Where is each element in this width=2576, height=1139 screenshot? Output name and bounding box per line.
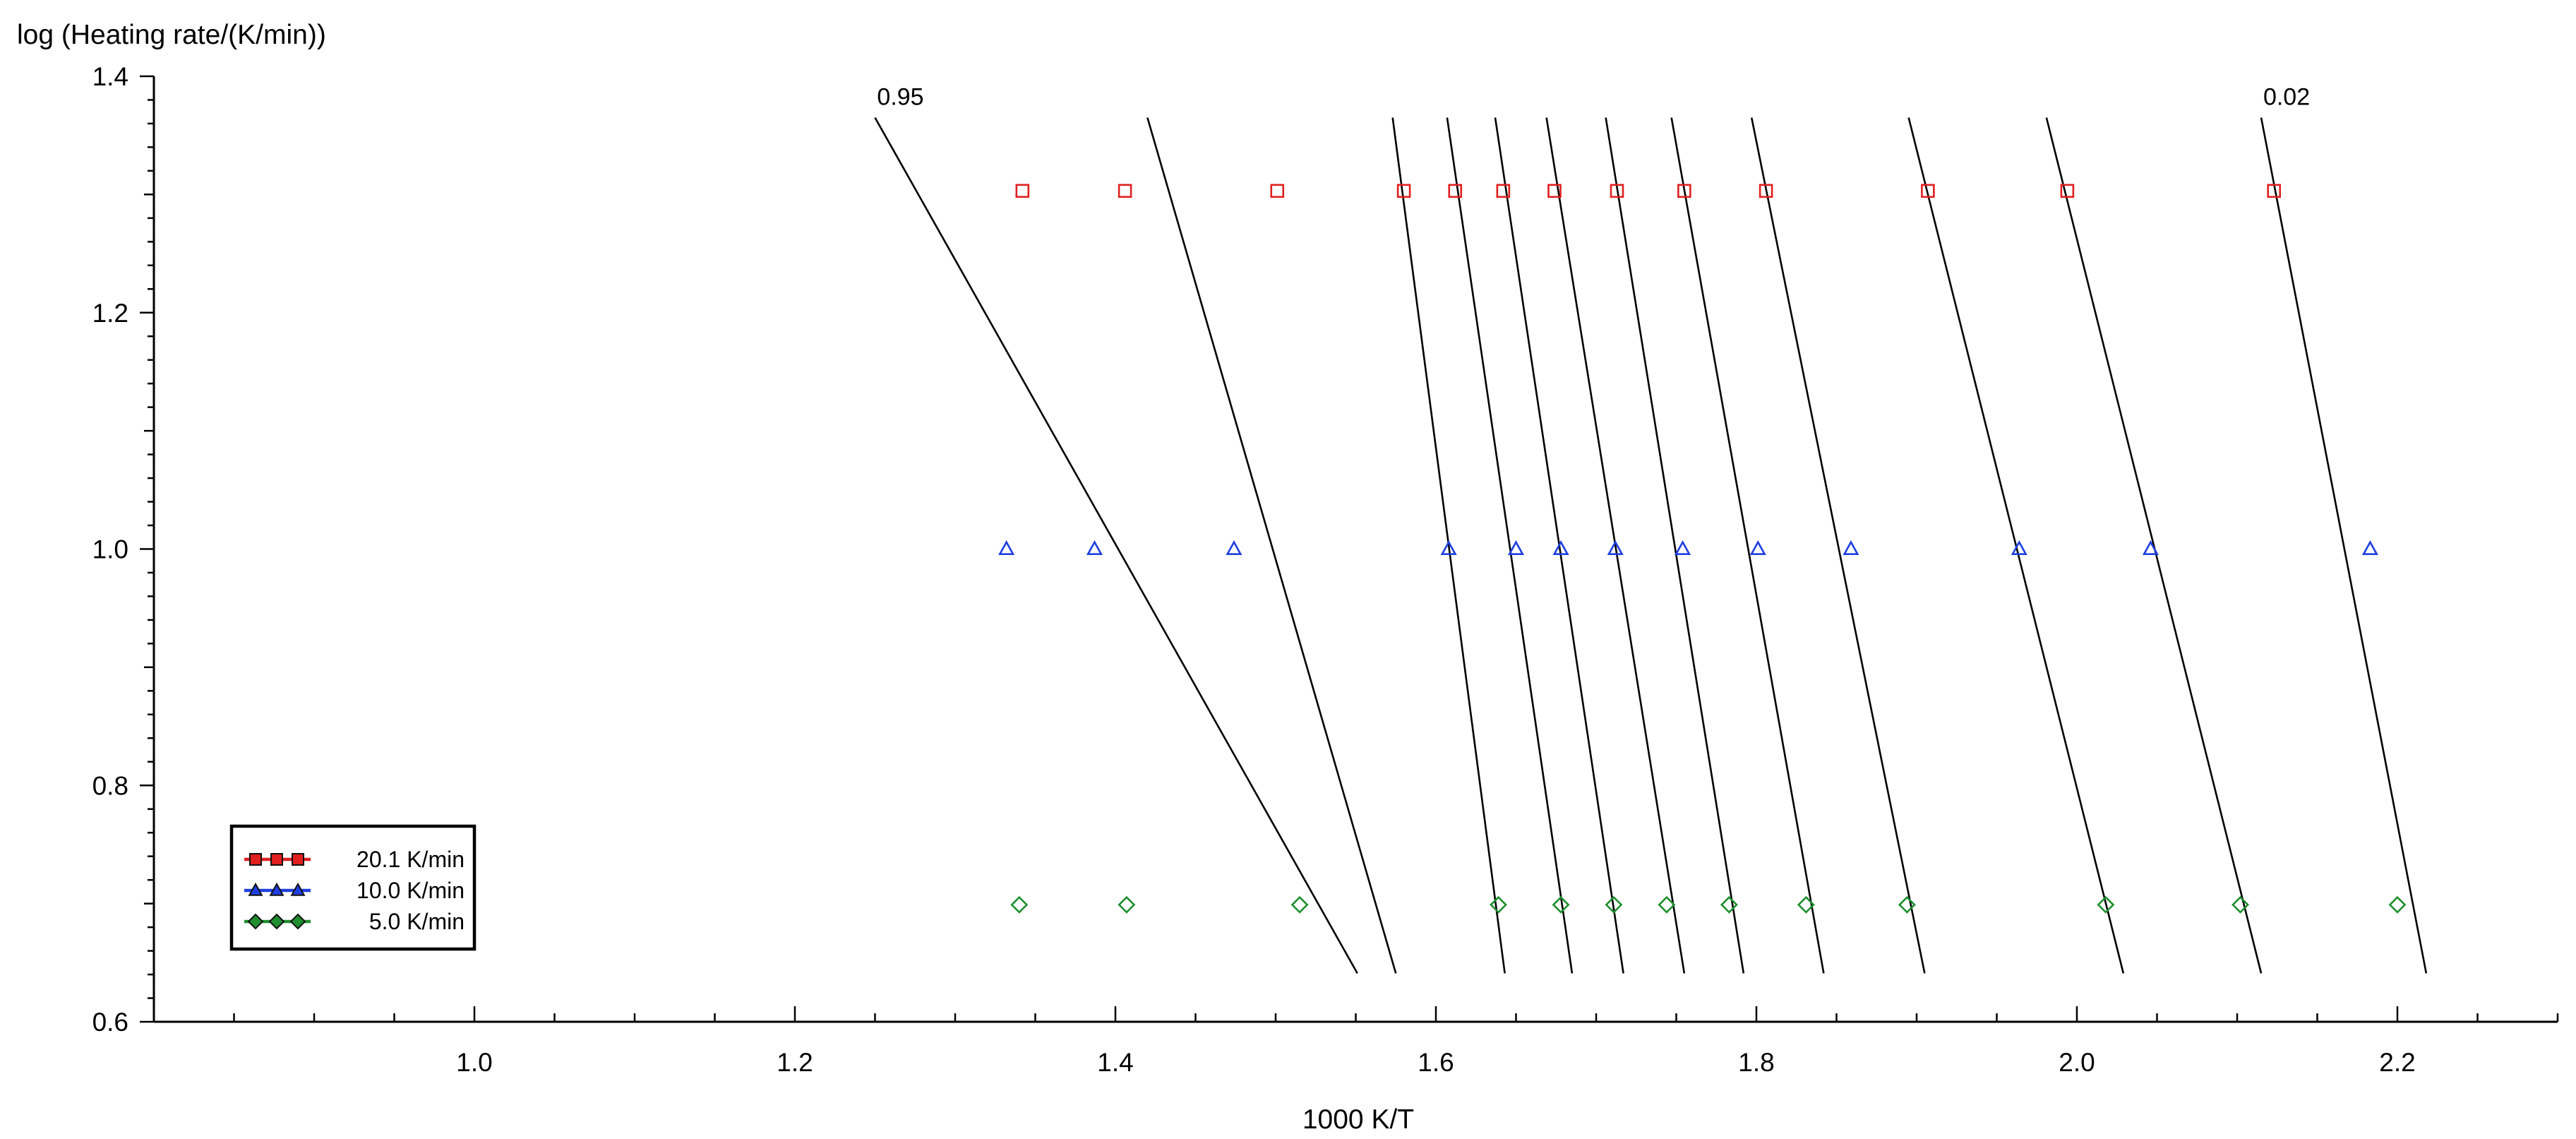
x-tick-label: 1.0 <box>456 1048 492 1077</box>
data-point-square <box>2060 184 2075 198</box>
y-tick-label: 1.0 <box>92 535 128 564</box>
y-tick-label: 0.8 <box>92 771 128 800</box>
data-point-diamond <box>2231 895 2250 914</box>
legend-label: 10.0 K/min <box>357 878 465 903</box>
y-tick-label: 1.4 <box>92 62 128 91</box>
isoconversional-line-label: 0.95 <box>877 84 923 111</box>
data-point-triangle <box>1607 540 1624 556</box>
data-point-triangle <box>1749 540 1766 556</box>
isoconversional-line <box>1605 117 1745 974</box>
data-point-square <box>1496 184 1511 198</box>
data-point-triangle <box>1086 540 1103 556</box>
data-point-triangle <box>1552 540 1569 556</box>
legend-marker <box>268 913 285 930</box>
data-point-triangle <box>1675 540 1691 556</box>
legend-marker <box>249 853 262 866</box>
data-points <box>998 184 2407 914</box>
data-point-diamond <box>1290 895 1309 914</box>
data-point-diamond <box>1898 895 1916 914</box>
data-point-square <box>1921 184 1935 198</box>
legend-marker <box>289 913 306 930</box>
legend-marker <box>247 913 264 930</box>
x-tick-label: 1.6 <box>1418 1048 1454 1077</box>
data-point-triangle <box>2011 540 2027 556</box>
data-point-square <box>1270 184 1285 198</box>
data-point-square <box>1547 184 1562 198</box>
legend: 20.1 K/min 10.0 K/min 5.0 K/min <box>229 824 477 951</box>
isoconversional-line <box>874 117 1358 974</box>
isoconversional-line <box>1545 117 1686 974</box>
legend-entry: 5.0 K/min <box>244 909 465 934</box>
isoconversional-line <box>1907 117 2125 974</box>
data-point-diamond <box>1605 895 1623 914</box>
x-tick-label: 2.0 <box>2059 1048 2095 1077</box>
data-point-diamond <box>1797 895 1815 914</box>
data-point-square <box>1448 184 1463 198</box>
y-axis-title: log (Heating rate/(K/min)) <box>17 20 326 50</box>
legend-marker <box>292 853 304 866</box>
legend-marker <box>270 853 283 866</box>
data-point-square <box>1396 184 1411 198</box>
data-point-square <box>1677 184 1691 198</box>
data-point-diamond <box>1658 895 1676 914</box>
data-point-triangle <box>998 540 1015 556</box>
legend-marker <box>248 882 263 896</box>
data-point-diamond <box>1490 895 1507 914</box>
data-point-diamond <box>1010 895 1029 914</box>
legend-marker <box>290 882 306 896</box>
data-point-square <box>1015 184 1030 198</box>
data-point-square <box>1759 184 1773 198</box>
legend-label: 20.1 K/min <box>357 847 465 872</box>
isoconversional-line <box>1146 117 1397 974</box>
x-tick-label: 1.2 <box>777 1048 813 1077</box>
data-point-triangle <box>2142 540 2159 556</box>
x-axis-title: 1000 K/T <box>1302 1104 1414 1135</box>
legend-entry: 20.1 K/min <box>244 847 465 872</box>
legend-box <box>229 824 477 951</box>
isoconversional-line <box>1391 117 1506 974</box>
data-point-diamond <box>1720 895 1738 914</box>
axes: 1.0 1.2 1.4 1.6 1.8 2.0 2.2 0.6 0.8 1.0 1.2 1.4 <box>92 62 2559 1077</box>
x-tick-label: 1.8 <box>1738 1048 1774 1077</box>
data-point-diamond <box>1552 895 1570 914</box>
x-tick-label: 1.4 <box>1097 1048 1133 1077</box>
data-point-triangle <box>1843 540 1859 556</box>
data-point-triangle <box>2361 540 2378 556</box>
y-tick-label: 0.6 <box>92 1008 128 1037</box>
isoconversional-line <box>1750 117 1926 974</box>
legend-marker <box>269 882 284 896</box>
isoconversional-line <box>2260 117 2428 974</box>
data-point-square <box>2267 184 2282 198</box>
data-point-triangle <box>1226 540 1242 556</box>
data-point-square <box>1610 184 1624 198</box>
data-point-diamond <box>2097 895 2115 914</box>
data-point-diamond <box>1118 895 1136 914</box>
legend-label: 5.0 K/min <box>369 909 465 934</box>
isoconversional-line <box>1670 117 1825 974</box>
data-point-triangle <box>1440 540 1457 556</box>
y-tick-label: 1.2 <box>92 299 128 328</box>
isoconversional-line-label: 0.02 <box>2263 84 2310 111</box>
data-point-diamond <box>2388 895 2407 914</box>
isoconversional-lines: 0.95 0.02 <box>874 84 2428 974</box>
x-tick-label: 2.2 <box>2379 1048 2415 1077</box>
data-point-square <box>1118 184 1132 198</box>
legend-entry: 10.0 K/min <box>244 878 465 903</box>
isoconversional-line <box>2045 117 2263 974</box>
isoconversional-line <box>1446 117 1574 974</box>
data-point-triangle <box>1507 540 1525 556</box>
